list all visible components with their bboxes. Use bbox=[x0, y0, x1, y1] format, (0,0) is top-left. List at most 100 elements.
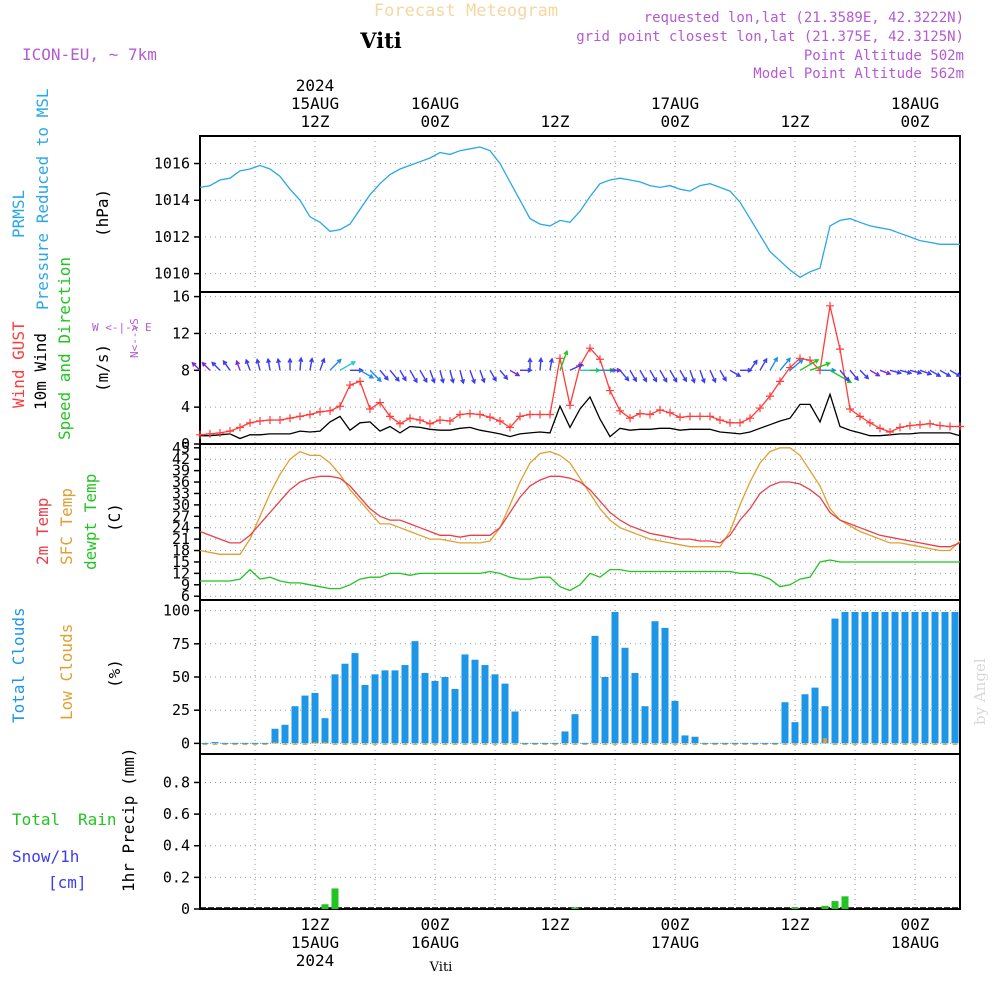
wind-vector-head bbox=[906, 369, 913, 375]
wind-vector bbox=[849, 369, 859, 381]
time-label-bottom: 2024 bbox=[296, 951, 335, 970]
precipitation-panel: 0 0.2 0.4 0.6 0.8 bbox=[163, 753, 961, 918]
y-tick-label: 4 bbox=[181, 398, 190, 416]
total-cloud-bar bbox=[841, 611, 849, 744]
total-cloud-bar bbox=[941, 611, 949, 744]
total-cloud-bar bbox=[421, 673, 429, 744]
rain-bar bbox=[791, 907, 799, 909]
gust-marker bbox=[956, 422, 964, 431]
time-label-bottom: 12Z bbox=[301, 915, 330, 934]
total-cloud-bar bbox=[621, 647, 629, 744]
chart-title: Forecast Meteogram bbox=[374, 1, 558, 21]
wind-vector-head bbox=[632, 377, 637, 383]
gust-marker bbox=[736, 418, 744, 427]
pressure-label-a: PRMSL bbox=[9, 190, 28, 238]
sfc-temp-line bbox=[199, 447, 961, 555]
wind-vector-head bbox=[276, 357, 282, 364]
total-cloud-bar bbox=[631, 673, 639, 744]
time-label-bottom: 12Z bbox=[541, 915, 570, 934]
wind-vector-head bbox=[722, 376, 727, 382]
time-label-bottom: 16AUG bbox=[411, 933, 459, 952]
wind-vector-head bbox=[527, 357, 533, 363]
temp-unit: (C) bbox=[105, 503, 124, 532]
wind-speed-line bbox=[200, 392, 961, 440]
rain-bar bbox=[821, 905, 829, 909]
total-cloud-bar bbox=[571, 714, 579, 744]
gust-marker bbox=[706, 412, 714, 421]
wind-vector bbox=[769, 357, 778, 371]
gust-marker bbox=[776, 377, 784, 386]
wind-vector-head bbox=[946, 372, 952, 377]
gust-marker bbox=[536, 410, 544, 419]
gust-marker bbox=[486, 413, 494, 422]
wind-vector-head bbox=[460, 378, 466, 385]
y-tick-label: 0 bbox=[181, 900, 190, 918]
gust-marker bbox=[466, 409, 474, 418]
gust-marker bbox=[556, 354, 564, 363]
time-label-bottom: 00Z bbox=[421, 915, 450, 934]
low-cloud-bar bbox=[323, 742, 327, 744]
gust-marker bbox=[356, 377, 364, 386]
precip-label-d: [cm] bbox=[48, 873, 87, 892]
y-tick-label: 50 bbox=[172, 668, 190, 686]
gust-marker bbox=[236, 423, 244, 432]
wind-vector bbox=[689, 370, 696, 383]
gust-marker bbox=[266, 416, 274, 425]
low-cloud-bar bbox=[313, 742, 317, 744]
wind-vector-head bbox=[956, 372, 962, 377]
wind-vector bbox=[267, 359, 271, 371]
wind-vector bbox=[909, 369, 922, 374]
requested-coords: requested lon,lat (21.3589E, 42.3222N) bbox=[644, 10, 964, 26]
wind-vector-head bbox=[298, 356, 304, 363]
wind-vector-head bbox=[672, 377, 678, 383]
gust-marker bbox=[306, 410, 314, 419]
gust-marker bbox=[226, 427, 234, 436]
total-cloud-bar bbox=[891, 611, 899, 744]
panel-frame bbox=[199, 135, 961, 293]
model-name: ICON-EU, ~ 7km bbox=[22, 45, 157, 64]
total-cloud-bar bbox=[811, 687, 819, 744]
gust-marker bbox=[506, 423, 514, 432]
wind-vector-head bbox=[548, 357, 554, 363]
credit-watermark: by Angel bbox=[971, 658, 989, 725]
time-label-bottom: 12Z bbox=[781, 915, 810, 934]
wind-vector bbox=[629, 369, 637, 382]
y-tick-label: 75 bbox=[172, 635, 190, 653]
wind-vector bbox=[659, 369, 668, 382]
total-cloud-bar bbox=[321, 718, 329, 744]
gust-marker bbox=[716, 416, 724, 425]
clouds-label-b: Low Clouds bbox=[57, 624, 76, 720]
total-cloud-bar bbox=[211, 742, 219, 744]
y-tick-label: 21 bbox=[172, 530, 190, 548]
gust-marker bbox=[876, 424, 884, 433]
gust-marker bbox=[276, 416, 284, 425]
precip-label-c: Snow/1h bbox=[12, 847, 79, 866]
total-cloud-bar bbox=[431, 680, 439, 744]
gust-marker bbox=[206, 429, 214, 438]
y-tick-label: 0.6 bbox=[163, 805, 190, 823]
wind-vector-head bbox=[376, 377, 382, 383]
wind-vector bbox=[779, 357, 791, 371]
wind-vector bbox=[499, 369, 508, 380]
y-tick-label: 0.4 bbox=[163, 837, 190, 855]
gust-marker bbox=[346, 381, 354, 390]
wind-vector-head bbox=[814, 359, 820, 364]
gust-marker bbox=[396, 419, 404, 428]
wind-vector bbox=[222, 360, 231, 371]
wind-label-a: Wind GUST bbox=[9, 321, 28, 408]
gust-marker bbox=[926, 419, 934, 428]
wind-vector bbox=[211, 362, 221, 371]
wind-vector bbox=[929, 369, 941, 377]
temp-label-a: 2m Temp bbox=[33, 498, 52, 565]
precip-unit: 1hr Precip (mm) bbox=[119, 748, 138, 893]
wind-vector-head bbox=[563, 349, 569, 356]
rain-bar bbox=[841, 896, 849, 909]
gust-marker bbox=[616, 406, 624, 415]
gust-marker bbox=[216, 428, 224, 437]
wind-vector bbox=[399, 369, 407, 381]
gust-marker bbox=[286, 414, 294, 423]
gust-marker bbox=[676, 413, 684, 422]
y-tick-label: 15 bbox=[172, 553, 190, 571]
total-cloud-bar bbox=[601, 677, 609, 744]
wind-vector bbox=[469, 370, 476, 384]
